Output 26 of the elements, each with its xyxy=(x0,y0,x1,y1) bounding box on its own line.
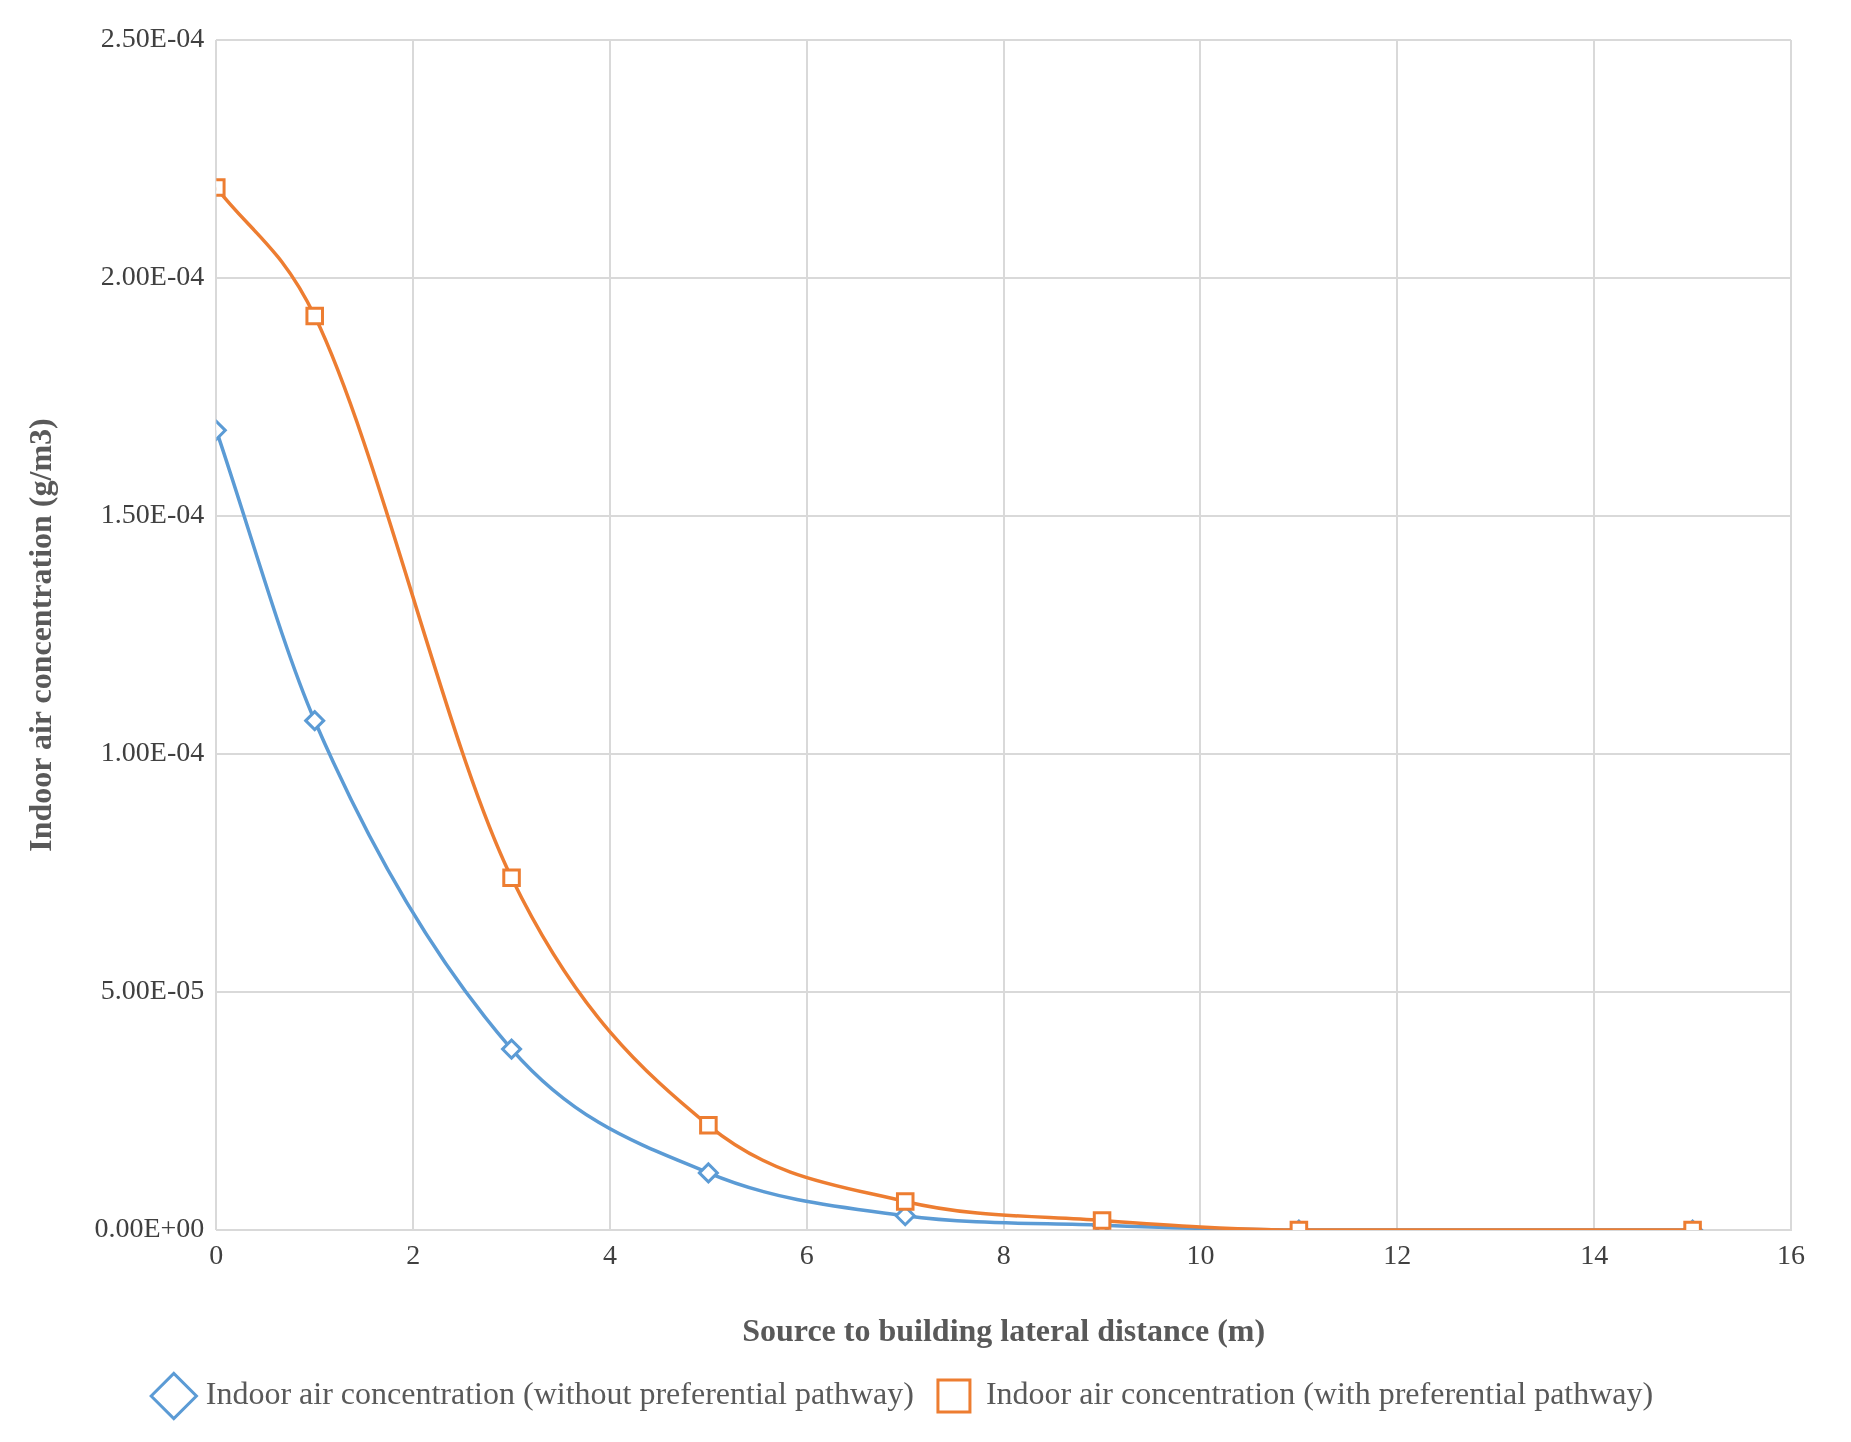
legend-label: Indoor air concentration (with preferential pathway) xyxy=(985,1375,1654,1412)
point xyxy=(697,1162,719,1184)
point xyxy=(502,868,521,888)
x-tick-label: 4 xyxy=(602,1239,617,1271)
x-tick-label: 0 xyxy=(209,1239,224,1271)
x-axis-title: Source to building lateral distance (m) xyxy=(742,1312,1266,1349)
point xyxy=(699,1116,718,1135)
x-tick-label: 16 xyxy=(1777,1239,1805,1271)
point xyxy=(305,306,324,326)
y-tick-label: 2.50E-04 xyxy=(100,22,205,54)
y-tick-label: 2.00E-04 xyxy=(100,260,205,292)
y-tick-label: 1.50E-04 xyxy=(100,498,205,530)
x-tick-label: 8 xyxy=(996,1239,1011,1271)
legend-label: Indoor air concentration (without preferential pathway) xyxy=(205,1375,914,1412)
point xyxy=(895,1192,915,1211)
y-tick-label: 5.00E-05 xyxy=(100,974,205,1006)
y-tick-label: 0.00E+00 xyxy=(94,1212,205,1244)
x-tick-label: 12 xyxy=(1383,1239,1412,1271)
point xyxy=(304,710,326,732)
point xyxy=(501,1038,523,1060)
x-tick-label: 6 xyxy=(799,1239,814,1271)
x-tick-label: 14 xyxy=(1580,1239,1609,1271)
y-axis-title: Indoor air concentration (g/m3) xyxy=(22,418,59,852)
x-tick-label: 10 xyxy=(1186,1239,1215,1271)
y-tick-label: 1.00E-04 xyxy=(100,736,205,768)
x-tick-label: 2 xyxy=(406,1239,421,1271)
